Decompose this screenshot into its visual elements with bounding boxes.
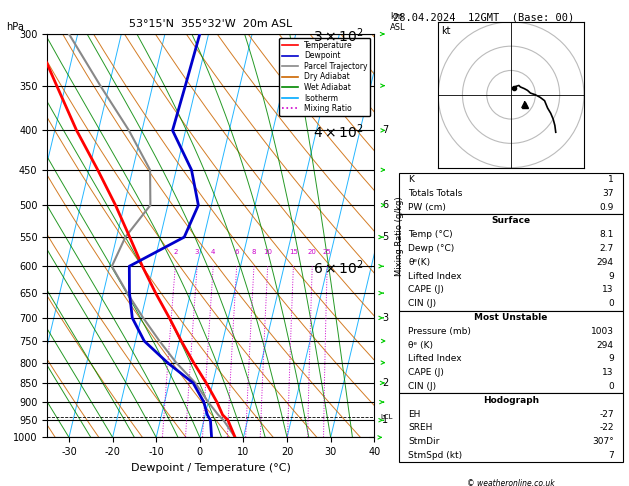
FancyBboxPatch shape — [399, 173, 623, 214]
Text: PW (cm): PW (cm) — [408, 203, 446, 211]
Text: Temp (°C): Temp (°C) — [408, 230, 453, 239]
Text: Hodograph: Hodograph — [483, 396, 539, 405]
Text: 8.1: 8.1 — [599, 230, 614, 239]
Text: 37: 37 — [603, 189, 614, 198]
Text: 294: 294 — [597, 258, 614, 267]
Text: 0.9: 0.9 — [599, 203, 614, 211]
Text: 5: 5 — [382, 232, 388, 242]
Text: hPa: hPa — [6, 21, 24, 32]
Text: 10: 10 — [263, 249, 272, 255]
Text: 3: 3 — [195, 249, 199, 255]
Text: 7: 7 — [608, 451, 614, 460]
Text: 28.04.2024  12GMT  (Base: 00): 28.04.2024 12GMT (Base: 00) — [393, 12, 574, 22]
Text: © weatheronline.co.uk: © weatheronline.co.uk — [467, 479, 555, 486]
Text: 25: 25 — [323, 249, 331, 255]
Text: 2: 2 — [382, 378, 388, 388]
Text: 13: 13 — [603, 368, 614, 377]
Text: 15: 15 — [289, 249, 298, 255]
Text: StmSpd (kt): StmSpd (kt) — [408, 451, 462, 460]
Text: 2.7: 2.7 — [599, 244, 614, 253]
FancyBboxPatch shape — [399, 214, 623, 311]
Text: θᵉ (K): θᵉ (K) — [408, 341, 433, 349]
Text: 20: 20 — [308, 249, 316, 255]
Text: 3: 3 — [382, 313, 388, 323]
FancyBboxPatch shape — [399, 394, 623, 463]
Text: Lifted Index: Lifted Index — [408, 354, 462, 364]
Text: kt: kt — [441, 26, 450, 36]
Text: 2: 2 — [173, 249, 177, 255]
Text: Dewp (°C): Dewp (°C) — [408, 244, 455, 253]
Text: CIN (J): CIN (J) — [408, 299, 437, 308]
Text: 294: 294 — [597, 341, 614, 349]
Text: Most Unstable: Most Unstable — [474, 313, 548, 322]
Legend: Temperature, Dewpoint, Parcel Trajectory, Dry Adiabat, Wet Adiabat, Isotherm, Mi: Temperature, Dewpoint, Parcel Trajectory… — [279, 38, 370, 116]
Text: StmDir: StmDir — [408, 437, 440, 446]
X-axis label: Dewpoint / Temperature (°C): Dewpoint / Temperature (°C) — [131, 463, 291, 473]
Text: 1: 1 — [608, 175, 614, 184]
Text: 53°15'N  355°32'W  20m ASL: 53°15'N 355°32'W 20m ASL — [129, 19, 292, 29]
Text: 6: 6 — [382, 200, 388, 210]
Text: -27: -27 — [599, 410, 614, 418]
Text: 13: 13 — [603, 285, 614, 295]
Text: 1003: 1003 — [591, 327, 614, 336]
Text: 8: 8 — [252, 249, 256, 255]
Text: CIN (J): CIN (J) — [408, 382, 437, 391]
Text: 4: 4 — [211, 249, 215, 255]
Text: 307°: 307° — [592, 437, 614, 446]
Text: Mixing Ratio (g/kg): Mixing Ratio (g/kg) — [395, 196, 404, 276]
Text: Lifted Index: Lifted Index — [408, 272, 462, 280]
Text: km
ASL: km ASL — [390, 12, 406, 32]
Text: 0: 0 — [608, 382, 614, 391]
Text: -22: -22 — [599, 423, 614, 433]
Text: 9: 9 — [608, 354, 614, 364]
FancyBboxPatch shape — [399, 311, 623, 394]
Text: Totals Totals: Totals Totals — [408, 189, 463, 198]
Text: CAPE (J): CAPE (J) — [408, 368, 444, 377]
Text: 7: 7 — [382, 125, 388, 136]
Text: SREH: SREH — [408, 423, 433, 433]
Text: 9: 9 — [608, 272, 614, 280]
Text: 0: 0 — [608, 299, 614, 308]
Text: 6: 6 — [235, 249, 239, 255]
Text: CAPE (J): CAPE (J) — [408, 285, 444, 295]
Text: Surface: Surface — [491, 216, 531, 226]
Text: EH: EH — [408, 410, 421, 418]
Text: θᵉ(K): θᵉ(K) — [408, 258, 430, 267]
Text: 1: 1 — [382, 415, 388, 425]
Text: Pressure (mb): Pressure (mb) — [408, 327, 471, 336]
Text: K: K — [408, 175, 415, 184]
Text: LCL: LCL — [381, 414, 393, 420]
